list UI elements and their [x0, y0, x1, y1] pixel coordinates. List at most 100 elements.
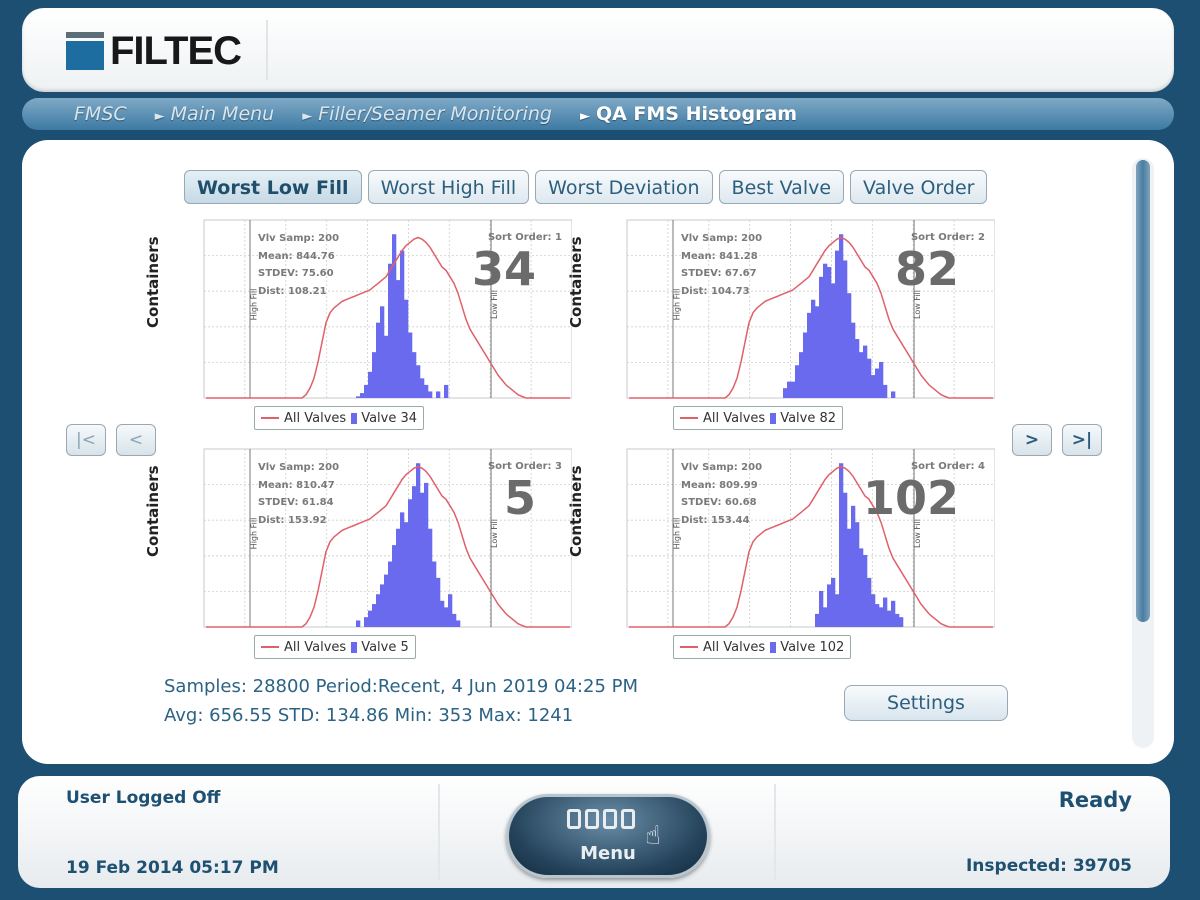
- histogram-bar: [380, 584, 385, 627]
- all-valves-line: [206, 236, 570, 399]
- legend-all-valves: All Valves: [703, 410, 766, 426]
- valve-stdev: STDEV: 61.84: [258, 497, 334, 508]
- tab-worst-high-fill[interactable]: Worst High Fill: [367, 170, 530, 204]
- histogram-bar: [887, 610, 892, 627]
- footer-divider-left: [438, 784, 440, 880]
- histogram-bar: [831, 283, 836, 398]
- histogram-bar: [895, 613, 900, 627]
- histogram-bar: [416, 365, 421, 398]
- legend-all-valves: All Valves: [284, 410, 347, 426]
- valve-stdev: STDEV: 75.60: [258, 268, 334, 279]
- histogram-bar: [827, 266, 832, 398]
- valve-dist: Dist: 104.73: [681, 285, 750, 297]
- y-axis-label: Containers: [567, 236, 585, 328]
- histogram-bar: [827, 584, 832, 627]
- histogram-bar: [368, 610, 373, 627]
- all-valves-line: [629, 236, 993, 399]
- valve-mean: Mean: 809.99: [681, 479, 758, 491]
- histogram-bar: [891, 391, 896, 398]
- breadcrumb-main-menu[interactable]: ► Main Menu: [154, 103, 275, 125]
- histogram-bar: [376, 594, 381, 627]
- y-axis-label: Containers: [144, 236, 162, 328]
- tab-worst-low-fill[interactable]: Worst Low Fill: [184, 170, 362, 204]
- breadcrumb-current-page: ► QA FMS Histogram: [579, 103, 798, 125]
- filtec-logo: FILTEC: [66, 29, 242, 73]
- legend-all-valves: All Valves: [703, 639, 766, 655]
- histogram-plot: [203, 219, 572, 399]
- histogram-bar: [396, 280, 401, 398]
- histogram-plot: [626, 219, 995, 399]
- valve-swatch: [351, 412, 358, 424]
- first-page-button[interactable]: |<: [66, 424, 106, 456]
- valve-samples: Vlv Samp: 200: [681, 462, 763, 473]
- valve-dist: Dist: 108.21: [258, 285, 327, 297]
- y-axis-label: Containers: [567, 465, 585, 557]
- histogram-bar: [372, 604, 377, 627]
- histogram-bar: [799, 352, 804, 398]
- chart-legend: All Valves Valve 5: [254, 635, 416, 659]
- footer-divider-right: [774, 784, 776, 880]
- stats-summary: Avg: 656.55 STD: 134.86 Min: 353 Max: 12…: [164, 705, 574, 726]
- valve-stdev: STDEV: 67.67: [681, 268, 757, 279]
- histogram-bar: [360, 393, 365, 398]
- histogram-bar: [851, 505, 856, 627]
- machine-status: Ready: [1058, 788, 1132, 812]
- sort-tab-row: Worst Low Fill Worst High Fill Worst Dev…: [184, 170, 993, 204]
- tab-worst-deviation[interactable]: Worst Deviation: [535, 170, 713, 204]
- settings-button[interactable]: Settings: [844, 685, 1008, 721]
- all-valves-swatch: [680, 646, 698, 648]
- histogram-bar: [428, 528, 433, 627]
- chart-legend: All Valves Valve 102: [673, 635, 852, 659]
- valve-mean: Mean: 810.47: [258, 479, 335, 491]
- menu-button[interactable]: ☝ Menu: [506, 794, 710, 878]
- histogram-bar: [412, 352, 417, 398]
- last-page-button[interactable]: >|: [1062, 424, 1102, 456]
- sort-order-label: Sort Order: 1: [487, 232, 562, 243]
- pointing-hand-icon: ☝: [645, 821, 661, 851]
- all-valves-swatch: [680, 417, 698, 419]
- sort-order-label: Sort Order: 2: [910, 232, 985, 243]
- menu-button-label: Menu: [580, 843, 636, 864]
- histogram-bar: [384, 335, 389, 398]
- histogram-bar: [372, 352, 377, 398]
- histogram-bar: [436, 577, 441, 627]
- scrollbar[interactable]: [1132, 158, 1154, 748]
- histogram-bar: [859, 548, 864, 627]
- filtec-logo-mark: [66, 32, 104, 70]
- next-page-button[interactable]: >: [1012, 424, 1052, 456]
- breadcrumb: FMSC ► Main Menu ► Filler/Seamer Monitorin…: [22, 98, 1174, 130]
- histogram-bar: [855, 339, 860, 398]
- samples-summary: Samples: 28800 Period:Recent, 4 Jun 2019…: [164, 676, 639, 697]
- histogram-bar: [883, 597, 888, 627]
- histogram-bar: [795, 365, 800, 398]
- valve-stats: Vlv Samp: 200 Mean: 810.47 STDEV: 61.84 Dis…: [258, 459, 339, 529]
- tab-best-valve[interactable]: Best Valve: [718, 170, 845, 204]
- low-fill-label: Low Fill: [489, 519, 499, 548]
- all-valves-swatch: [261, 646, 279, 648]
- histogram-bar: [392, 234, 397, 398]
- prev-page-button[interactable]: <: [116, 424, 156, 456]
- histogram-bar: [412, 486, 417, 627]
- valve-number: 82: [894, 242, 959, 296]
- footer-bar: User Logged Off 19 Feb 2014 05:17 PM ☝ M…: [18, 776, 1170, 888]
- histogram-bar: [851, 322, 856, 398]
- histogram-bar: [879, 361, 884, 398]
- tab-valve-order[interactable]: Valve Order: [850, 170, 988, 204]
- legend-all-valves: All Valves: [284, 639, 347, 655]
- histogram-bar: [444, 384, 449, 398]
- histogram-bar: [835, 594, 840, 627]
- histogram-bar: [400, 250, 405, 398]
- histogram-bar: [871, 375, 876, 398]
- sort-order-label: Sort Order: 4: [910, 461, 985, 472]
- histogram-bar: [883, 384, 888, 398]
- scrollbar-thumb[interactable]: [1136, 160, 1150, 622]
- histogram-bar: [384, 574, 389, 627]
- histogram-bar: [400, 512, 405, 627]
- breadcrumb-filler-seamer[interactable]: ► Filler/Seamer Monitoring: [302, 103, 552, 125]
- histogram-bar: [859, 352, 864, 398]
- breadcrumb-fmsc[interactable]: FMSC: [74, 103, 127, 125]
- header-divider: [266, 20, 268, 80]
- histogram-bar: [823, 263, 828, 398]
- user-status: User Logged Off: [66, 788, 221, 808]
- histogram-bar: [380, 306, 385, 398]
